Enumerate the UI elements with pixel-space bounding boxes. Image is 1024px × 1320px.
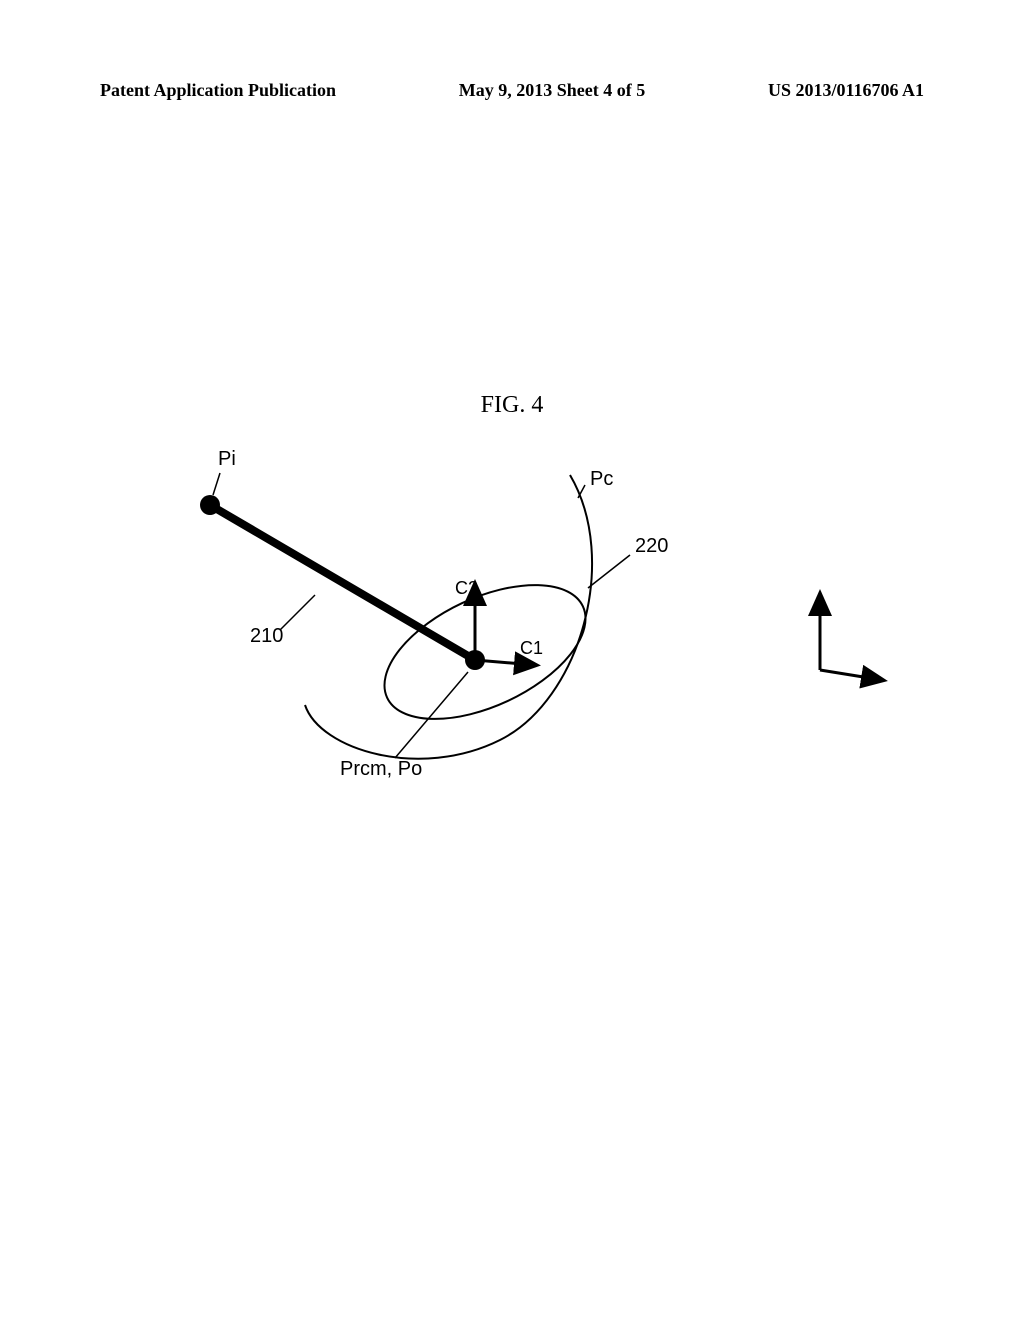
leader-220 [588,555,630,588]
header-left: Patent Application Publication [100,80,336,101]
label-210: 210 [250,625,283,648]
page-header: Patent Application Publication May 9, 20… [0,80,1024,101]
ellipse-220 [364,557,605,746]
label-pi: Pi [218,448,236,471]
leader-210 [280,595,315,630]
header-right: US 2013/0116706 A1 [768,80,924,101]
diagram-container: Pi Pc 210 220 C2 C1 Prcm, Po [100,440,924,840]
point-pi [200,495,220,515]
figure-title: FIG. 4 [0,392,1024,419]
label-c1: C1 [520,638,543,659]
label-c2: C2 [455,578,478,599]
header-center: May 9, 2013 Sheet 4 of 5 [459,80,645,101]
label-pc: Pc [590,468,613,491]
label-prcm-po: Prcm, Po [340,758,422,781]
leader-pi [213,473,220,495]
curve-pc [305,475,592,759]
label-220: 220 [635,535,668,558]
axis-horizontal [820,670,882,680]
figure-svg [100,440,924,840]
